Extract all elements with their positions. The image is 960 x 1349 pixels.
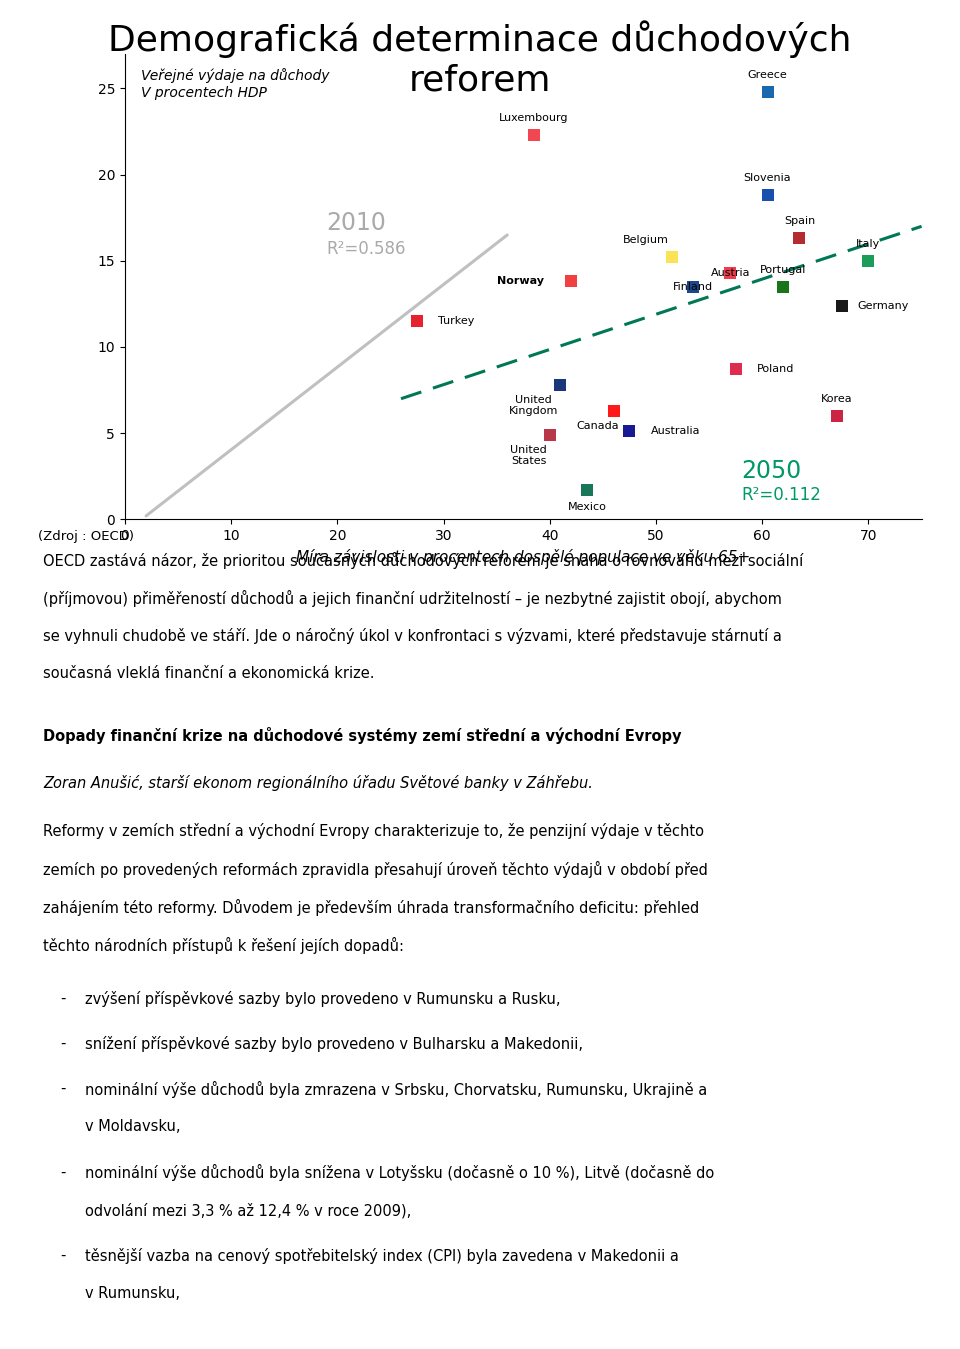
Text: Austria: Austria [710,268,750,278]
Text: v Rumunsku,: v Rumunsku, [85,1286,180,1300]
Text: -: - [60,1081,65,1095]
Text: současná vleklá finanční a ekonomická krize.: současná vleklá finanční a ekonomická kr… [43,666,374,681]
Text: nominální výše důchodů byla zmrazena v Srbsku, Chorvatsku, Rumunsku, Ukrajině a: nominální výše důchodů byla zmrazena v S… [85,1081,708,1098]
Text: Greece: Greece [748,70,787,80]
Text: Poland: Poland [756,364,794,375]
Text: United
States: United States [510,445,547,465]
Text: Portugal: Portugal [760,264,806,275]
Text: Demografická determinace důchodových
reforem: Demografická determinace důchodových ref… [108,20,852,97]
Text: Italy: Italy [856,239,880,248]
Text: Turkey: Turkey [438,316,474,326]
Text: těchto národních přístupů k řešení jejích dopadů:: těchto národních přístupů k řešení jejíc… [43,938,404,954]
X-axis label: Míra závislosti v procentech dospělé populace ve věku 65+: Míra závislosti v procentech dospělé pop… [296,549,751,565]
Text: -: - [60,992,65,1006]
Text: Veřejné výdaje na důchody
V procentech HDP: Veřejné výdaje na důchody V procentech H… [141,67,329,100]
Text: Zoran Anušić, starší ekonom regionálního úřadu Světové banky v Záhřebu.: Zoran Anušić, starší ekonom regionálního… [43,776,593,791]
Text: snížení příspěvkové sazby bylo provedeno v Bulharsku a Makedonii,: snížení příspěvkové sazby bylo provedeno… [85,1036,584,1052]
Text: Mexico: Mexico [567,502,607,513]
Text: Finland: Finland [673,282,713,291]
Text: Korea: Korea [821,394,852,403]
Text: (Zdroj : OECD): (Zdroj : OECD) [38,530,134,544]
Text: Germany: Germany [858,301,909,310]
Text: Slovenia: Slovenia [744,173,791,183]
Text: Canada: Canada [576,421,619,432]
Text: Spain: Spain [783,216,815,227]
Text: zahájením této reformy. Důvodem je především úhrada transformačního deficitu: př: zahájením této reformy. Důvodem je přede… [43,900,700,916]
Text: 2010: 2010 [326,210,387,235]
Text: -: - [60,1036,65,1051]
Text: (příjmovou) přiměřeností důchodů a jejich finanční udržitelností – je nezbytné z: (příjmovou) přiměřeností důchodů a jejic… [43,590,782,607]
Text: Australia: Australia [651,426,700,437]
Text: 2050: 2050 [741,459,802,483]
Text: Belgium: Belgium [622,235,668,246]
Text: OECD zastává názor, že prioritou současných důchodových reforem je snaha o rovno: OECD zastává názor, že prioritou současn… [43,552,804,568]
Text: R²=0.112: R²=0.112 [741,486,821,505]
Text: United
Kingdom: United Kingdom [509,395,559,415]
Text: těsnější vazba na cenový spotřebitelský index (CPI) byla zavedena v Makedonii a: těsnější vazba na cenový spotřebitelský … [85,1248,680,1264]
Text: odvolání mezi 3,3 % až 12,4 % v roce 2009),: odvolání mezi 3,3 % až 12,4 % v roce 200… [85,1202,412,1218]
Text: zvýšení příspěvkové sazby bylo provedeno v Rumunsku a Rusku,: zvýšení příspěvkové sazby bylo provedeno… [85,992,561,1006]
Text: Dopady finanční krize na důchodové systémy zemí střední a východní Evropy: Dopady finanční krize na důchodové systé… [43,727,682,745]
Text: nominální výše důchodů byla snížena v Lotyšsku (dočasně o 10 %), Litvě (dočasně : nominální výše důchodů byla snížena v Lo… [85,1164,714,1182]
Text: -: - [60,1248,65,1263]
Text: Norway: Norway [497,277,544,286]
Text: R²=0.586: R²=0.586 [326,240,406,258]
Text: zemích po provedených reformách zpravidla přesahují úroveň těchto výdajů v obdob: zemích po provedených reformách zpravidl… [43,861,708,878]
Text: v Moldavsku,: v Moldavsku, [85,1120,180,1135]
Text: se vyhnuli chudobě ve stáří. Jde o náročný úkol v konfrontaci s výzvami, které p: se vyhnuli chudobě ve stáří. Jde o nároč… [43,627,782,643]
Text: Reformy v zemích střední a východní Evropy charakterizuje to, že penzijní výdaje: Reformy v zemích střední a východní Evro… [43,823,705,839]
Text: Luxembourg: Luxembourg [499,113,568,123]
Text: -: - [60,1164,65,1179]
